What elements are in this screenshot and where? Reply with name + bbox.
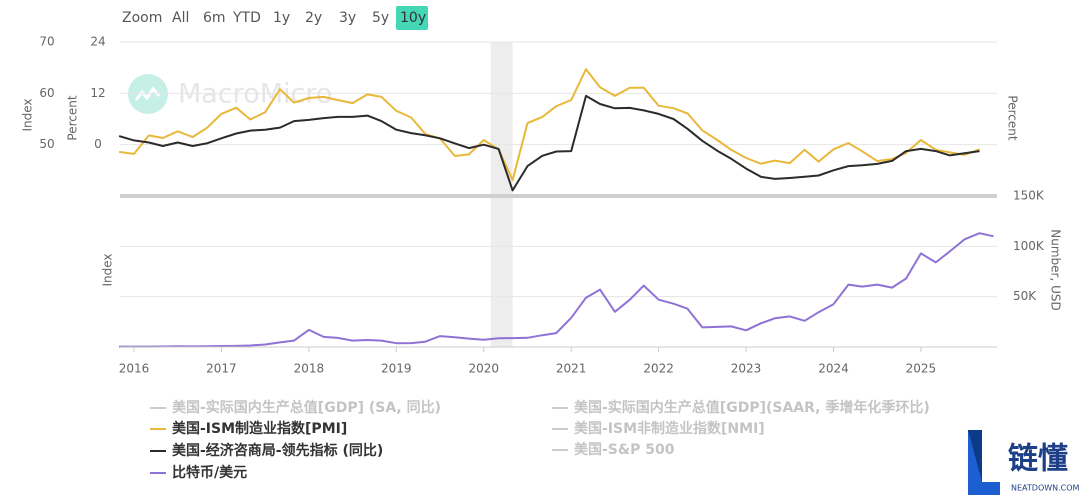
y2-tick-label: 12 [90,86,105,100]
plot: 50 60 70 0 12 24 50K 100K 150K Index Percent Percen… [21,35,1063,376]
y3-axis-title-left: Index [101,253,115,286]
brand-logo-shade [968,430,982,482]
y3-tick-label: 50K [1013,289,1037,303]
series-line [118,94,980,192]
legend-entry[interactable]: 美国-实际国内生产总值[GDP] (SA, 同比) [172,399,441,416]
x-tick-label: 2018 [294,362,325,376]
zoom-button[interactable]: 1y [273,10,290,26]
series-line [118,68,980,182]
panel-separator [120,194,997,198]
y2-axis-title: Percent [66,95,80,140]
y2-tick-label: 0 [94,137,102,151]
watermark: MacroMicro [178,79,332,110]
y3-axis-title: Number, USD [1049,229,1063,310]
y-tick-label: 70 [39,35,54,49]
zoom-label: Zoom [122,10,162,26]
y3-tick-label: 150K [1013,189,1045,203]
x-tick-label: 2022 [643,362,674,376]
y-tick-label: 50 [39,137,54,151]
zoom-button[interactable]: 5y [372,10,389,26]
brand-logo-text: 链懂 [1008,442,1068,477]
zoom-button[interactable]: 10y [400,10,426,26]
zoom-button[interactable]: 2y [305,10,322,26]
x-tick-label: 2016 [119,362,150,376]
x-tick-label: 2021 [556,362,587,376]
legend-entry[interactable]: 美国-实际国内生产总值[GDP](SAAR, 季增年化季环比) [574,399,930,416]
legend-entry[interactable]: 美国-ISM非制造业指数[NMI] [574,420,765,437]
legend-entry[interactable]: 美国-ISM制造业指数[PMI] [172,420,347,437]
x-tick-label: 2024 [818,362,849,376]
zoom-buttons: All 6m YTD 1y 2y 3y 5y 10y [172,6,428,30]
brand-logo-subtext: NEATDOWN.COM [1011,484,1080,493]
zoom-button[interactable]: All [172,10,189,26]
legend-entry[interactable]: 美国-经济咨商局-领先指标 (同比) [172,442,383,459]
series-line [119,232,994,348]
x-tick-label: 2023 [731,362,762,376]
x-tick-label: 2017 [206,362,237,376]
watermark-logo-icon [134,86,161,101]
y-axis-title: Index [21,98,35,131]
y2-tick-label: 24 [90,35,105,49]
legend-entry[interactable]: 比特币/美元 [172,464,247,481]
x-tick-label: 2020 [468,362,499,376]
y-tick-label: 60 [39,86,54,100]
x-tick-label: 2025 [906,362,937,376]
zoom-button-bg [396,6,428,30]
legend: 美国-实际国内生产总值[GDP] (SA, 同比) 美国-ISM制造业指数[PMI… [150,399,930,481]
x-tick-label: 2019 [381,362,412,376]
zoom-button[interactable]: 6m [203,10,226,26]
zoom-button[interactable]: 3y [339,10,356,26]
legend-entry[interactable]: 美国-S&P 500 [574,441,675,458]
y2-axis-title-right: Percent [1006,95,1020,140]
y3-tick-label: 100K [1013,239,1045,253]
zoom-button[interactable]: YTD [232,10,261,26]
